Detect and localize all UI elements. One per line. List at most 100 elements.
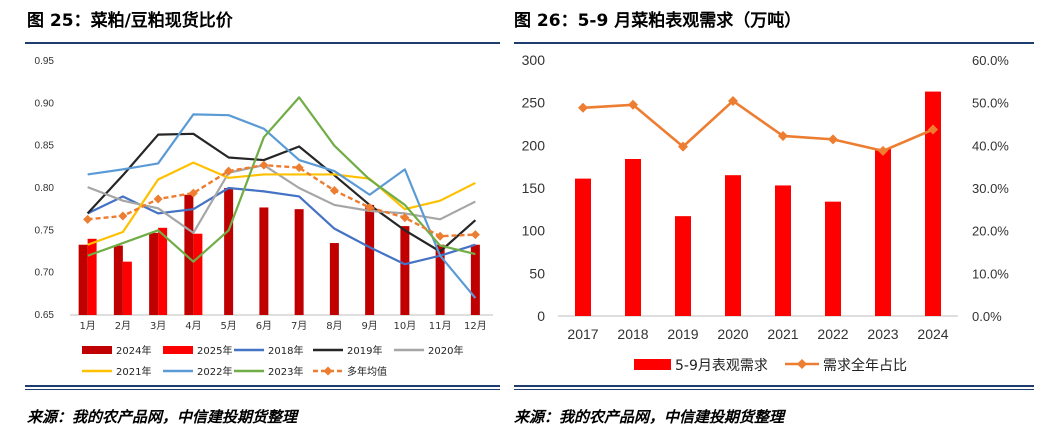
left-legend-label: 2025年: [197, 344, 232, 357]
left-line-2019年: [86, 132, 477, 253]
left-bar-2024年: [184, 194, 194, 315]
right-bar-demand: [625, 158, 641, 316]
left-x-tick-label: 4月: [185, 320, 201, 332]
left-bottom-rule: [25, 385, 500, 387]
left-bar-2025年: [193, 233, 203, 315]
right-y-right-tick-label: 20.0%: [972, 224, 1009, 239]
left-y-tick-label: 0.95: [35, 56, 55, 67]
left-legend-swatch: [82, 346, 112, 354]
left-point-多年均值: [224, 166, 234, 176]
right-y-left-tick-label: 200: [522, 137, 546, 153]
left-bottom-rule-thin: [25, 389, 500, 390]
right-legend-label-line: 需求全年占比: [823, 357, 907, 374]
left-bar-2024年: [329, 243, 339, 315]
left-legend-label: 2023年: [268, 365, 303, 378]
left-legend-label: 2019年: [347, 344, 382, 357]
right-bar-demand: [825, 201, 841, 316]
right-x-tick-label: 2020: [717, 326, 748, 342]
left-bar-2024年: [400, 226, 410, 315]
left-legend-label: 2024年: [116, 344, 151, 357]
right-x-tick-label: 2023: [867, 326, 898, 342]
left-point-多年均值: [259, 160, 269, 170]
left-bar-2025年: [158, 227, 168, 315]
right-x-tick-label: 2024: [917, 326, 948, 342]
left-x-tick-label: 7月: [291, 320, 307, 332]
left-x-tick-label: 6月: [256, 320, 272, 332]
left-bar-2025年: [87, 238, 97, 315]
left-point-多年均值: [83, 214, 93, 224]
right-y-left-tick-label: 250: [522, 95, 546, 111]
right-bottom-rule: [514, 385, 1034, 387]
left-x-tick-label: 12月: [464, 320, 487, 332]
right-legend-label-bar: 5-9月表观需求: [675, 358, 768, 374]
left-point-多年均值: [153, 194, 163, 204]
right-bar-demand: [725, 175, 741, 316]
right-y-right-tick-label: 50.0%: [972, 96, 1009, 111]
left-point-多年均值: [400, 213, 410, 223]
rapeseed-meal-demand-chart: 0 50 100 150 200 250 300 0.0% 10.0% 20.0% 30.0% 40.…: [522, 52, 1010, 374]
right-bar-demand: [875, 148, 891, 316]
left-line-多年均值: [87, 163, 476, 238]
right-y-right-tick-label: 40.0%: [972, 138, 1009, 153]
left-bar-2024年: [78, 244, 88, 315]
right-point-share: [928, 124, 938, 135]
right-title-rule: [514, 42, 1034, 44]
left-point-多年均值: [329, 186, 339, 196]
right-source-note: 来源：我的农产品网，中信建投期货整理: [514, 408, 785, 426]
left-point-多年均值: [435, 231, 445, 241]
left-x-tick-label: 10月: [394, 320, 417, 332]
left-y-tick-label: 0.90: [35, 98, 55, 109]
left-line-2018年: [87, 186, 476, 266]
left-y-tick-label: 0.85: [35, 141, 55, 152]
right-legend-swatch-bar: [634, 359, 671, 370]
left-x-tick-label: 2月: [115, 320, 131, 332]
right-chart-title: 图 26：5-9 月菜粕表观需求（万吨）: [514, 11, 802, 31]
right-x-tick-label: 2018: [617, 326, 648, 342]
left-chart-title: 图 25：菜粕/豆粕现货比价: [27, 11, 233, 31]
right-y-right-tick-label: 60.0%: [972, 53, 1009, 68]
right-x-tick-label: 2017: [567, 326, 598, 342]
right-point-share: [728, 95, 738, 106]
right-bar-demand: [775, 185, 791, 316]
right-point-share: [778, 130, 788, 141]
left-point-多年均值: [470, 230, 480, 240]
right-y-left-tick-label: 300: [522, 52, 546, 68]
left-legend-label: 多年均值: [347, 365, 387, 378]
left-bar-2024年: [149, 232, 159, 315]
left-bar-2024年: [294, 209, 304, 315]
right-point-share: [628, 99, 638, 110]
left-source-note: 来源：我的农产品网，中信建投期货整理: [27, 408, 298, 426]
left-legend-marker: [323, 366, 333, 376]
left-line-2021年: [87, 161, 476, 246]
right-y-left-tick-label: 0: [537, 308, 545, 324]
right-y-right-tick-label: 30.0%: [972, 181, 1009, 196]
left-y-tick-label: 0.75: [35, 225, 55, 236]
right-bar-demand: [575, 178, 591, 316]
left-legend-swatch: [163, 346, 193, 354]
left-line-2020年: [87, 164, 476, 234]
right-bar-demand: [925, 91, 941, 316]
left-legend-label: 2022年: [197, 365, 232, 378]
left-x-tick-label: 3月: [150, 320, 166, 332]
right-y-right-tick-label: 10.0%: [972, 266, 1009, 281]
left-bar-2024年: [435, 244, 445, 315]
rapeseed-soymeal-ratio-chart: 0.65 0.70 0.75 0.80 0.85 0.90 0.95 1月 2月 3月 4月 5月 6月…: [35, 56, 493, 378]
left-x-tick-label: 8月: [326, 320, 342, 332]
left-line-2022年: [87, 113, 477, 299]
right-y-right-tick-label: 0.0%: [972, 309, 1002, 324]
right-y-left-tick-label: 100: [522, 223, 546, 239]
right-y-left-tick-label: 50: [529, 265, 545, 281]
left-y-tick-label: 0.65: [35, 310, 55, 321]
left-x-tick-label: 1月: [79, 320, 95, 332]
left-y-tick-label: 0.70: [35, 268, 55, 279]
right-y-left-tick-label: 150: [522, 180, 546, 196]
left-point-多年均值: [294, 163, 304, 173]
right-point-share: [828, 134, 838, 145]
left-x-tick-label: 5月: [220, 320, 236, 332]
right-bar-demand: [675, 216, 691, 316]
left-x-tick-label: 11月: [429, 320, 452, 332]
right-x-tick-label: 2019: [667, 326, 698, 342]
right-bottom-rule-thin: [514, 389, 1034, 390]
right-line-share: [582, 99, 934, 153]
left-bar-2024年: [259, 207, 269, 315]
